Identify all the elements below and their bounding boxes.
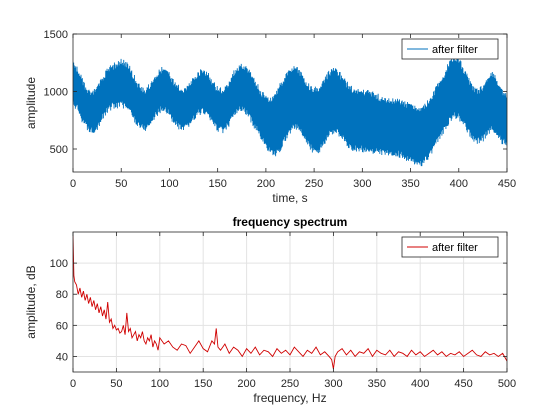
x-tick-label: 100: [151, 378, 169, 390]
legend-entry: after filter: [432, 44, 478, 56]
x-tick-label: 250: [281, 378, 299, 390]
legend-box: [401, 236, 499, 258]
y-tick-label: 500: [50, 144, 68, 156]
legend: after filter: [401, 38, 499, 60]
y-tick-label: 1000: [44, 87, 68, 99]
y-tick-label: 80: [56, 289, 68, 301]
y-tick-label: 60: [56, 320, 68, 332]
x-tick-label: 150: [194, 378, 212, 390]
x-axis-label: time, s: [272, 191, 307, 205]
legend: after filter: [401, 236, 499, 258]
x-tick-label: 350: [401, 178, 419, 190]
legend-box: [401, 38, 499, 60]
x-tick-label: 0: [70, 378, 76, 390]
x-tick-label: 400: [411, 378, 429, 390]
x-tick-label: 0: [70, 178, 76, 190]
x-tick-label: 150: [208, 178, 226, 190]
y-axis-label: amplitude: [24, 77, 38, 129]
x-tick-label: 50: [115, 178, 127, 190]
x-tick-label: 100: [160, 178, 178, 190]
chart-title: frequency spectrum: [233, 215, 348, 229]
x-tick-label: 200: [237, 378, 255, 390]
x-tick-label: 250: [305, 178, 323, 190]
x-axis-label: frequency, Hz: [253, 391, 326, 405]
x-tick-label: 500: [498, 378, 516, 390]
y-axis-label: amplitude, dB: [24, 265, 38, 338]
series-line-1: [73, 235, 507, 369]
y-tick-label: 1500: [44, 29, 68, 41]
y-tick-label: 40: [56, 351, 68, 363]
chart-2: 0 50 100 150 200 250 300 350 400 450 500 40 60 80 100 f…: [24, 215, 516, 405]
y-tick-label: 100: [50, 258, 68, 270]
x-tick-label: 200: [257, 178, 275, 190]
x-tick-label: 50: [110, 378, 122, 390]
x-tick-label: 300: [324, 378, 342, 390]
x-tick-label: 300: [353, 178, 371, 190]
chart-1: 0 50 100 150 200 250 300 350 400 450 500 1000 1500 ti…: [24, 29, 516, 205]
x-tick-label: 400: [450, 178, 468, 190]
legend-entry: after filter: [432, 242, 478, 254]
series-line-1: [73, 56, 507, 167]
x-tick-label: 450: [498, 178, 516, 190]
x-tick-label: 450: [454, 378, 472, 390]
axes-frame: [72, 33, 508, 173]
x-tick-label: 350: [368, 378, 386, 390]
